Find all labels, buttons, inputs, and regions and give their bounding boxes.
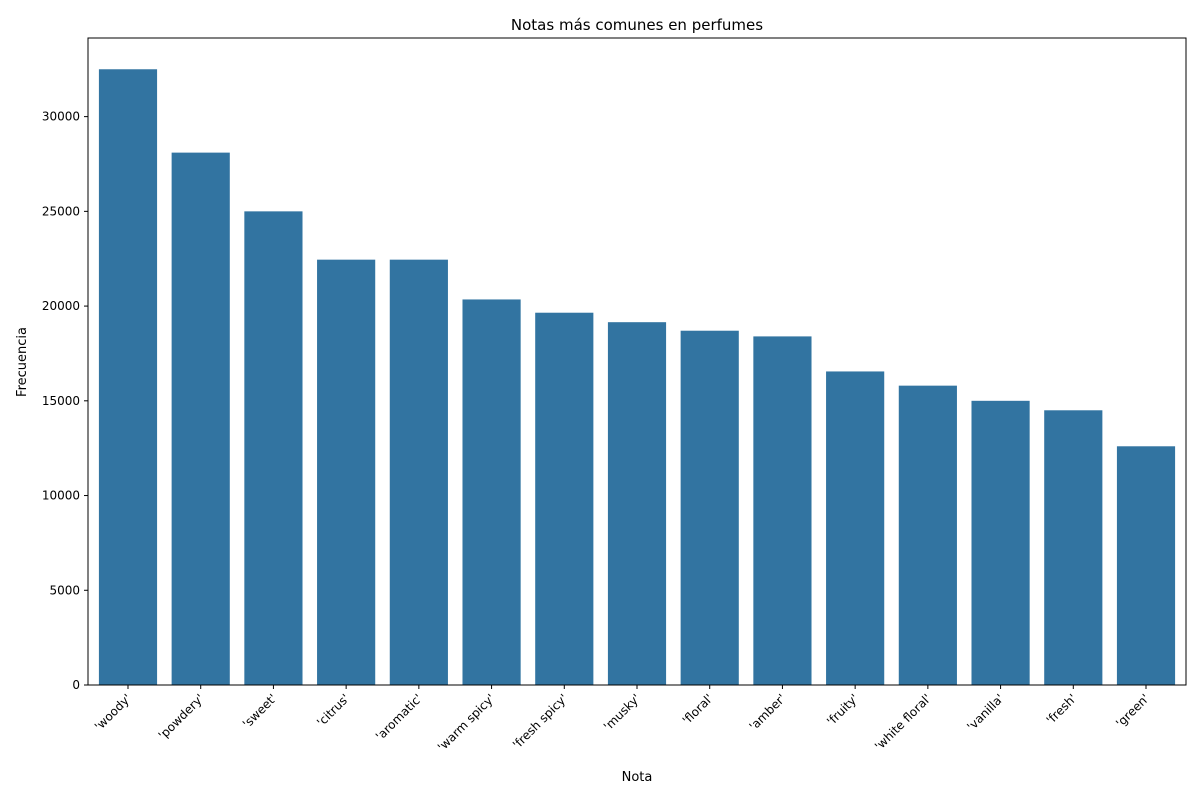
y-tick-label-5: 25000: [42, 204, 80, 218]
y-tick-label-1: 5000: [49, 583, 80, 597]
x-tick-label-0: 'woody': [92, 691, 134, 733]
bar-8: [680, 330, 739, 685]
x-tick-label-1: 'powdery': [156, 691, 207, 742]
bar-10: [826, 371, 885, 685]
y-tick-label-3: 15000: [42, 394, 80, 408]
x-tick-label-13: 'fresh': [1044, 691, 1080, 727]
x-tick-label-5: 'warm spicy': [435, 691, 498, 754]
chart-title: Notas más comunes en perfumes: [511, 16, 763, 34]
x-axis: 'woody' 'powdery' 'sweet' 'citrus' 'aromatic…: [92, 685, 1152, 754]
y-tick-label-4: 20000: [42, 299, 80, 313]
bar-4: [389, 259, 448, 685]
plot-frame: [87, 37, 1187, 686]
bar-7: [607, 322, 667, 685]
x-tick-label-11: 'white floral': [872, 691, 934, 753]
y-tick-label-2: 10000: [42, 489, 80, 503]
y-tick-label-6: 30000: [42, 110, 80, 124]
bar-6: [535, 312, 594, 685]
bar-0: [98, 69, 158, 685]
x-tick-label-8: 'floral': [680, 691, 716, 727]
x-tick-label-14: 'green': [1113, 691, 1152, 730]
bars-group: [98, 69, 1176, 686]
bar-1: [171, 152, 230, 685]
bar-12: [971, 400, 1030, 685]
x-tick-label-12: 'vanilla': [964, 691, 1006, 733]
x-tick-label-4: 'aromatic': [373, 691, 425, 743]
y-axis-label: Frecuencia: [15, 327, 30, 397]
x-tick-label-9: 'amber': [746, 691, 788, 733]
bar-3: [317, 259, 376, 685]
bar-5: [462, 299, 521, 685]
bar-9: [753, 336, 812, 685]
x-tick-label-6: 'fresh spicy': [510, 691, 570, 751]
y-axis: 0 5000 10000 15000 20000 25000 30000: [42, 110, 88, 692]
x-tick-label-2: 'sweet': [240, 691, 280, 731]
bar-14: [1116, 446, 1176, 685]
y-tick-label-0: 0: [72, 678, 80, 692]
bar-13: [1044, 410, 1103, 685]
bar-2: [244, 211, 303, 686]
x-tick-label-7: 'musky': [601, 691, 643, 733]
x-axis-label: Nota: [622, 770, 653, 785]
x-tick-label-3: 'citrus': [314, 691, 352, 729]
bar-11: [898, 385, 957, 685]
x-tick-label-10: 'fruity': [824, 691, 861, 728]
